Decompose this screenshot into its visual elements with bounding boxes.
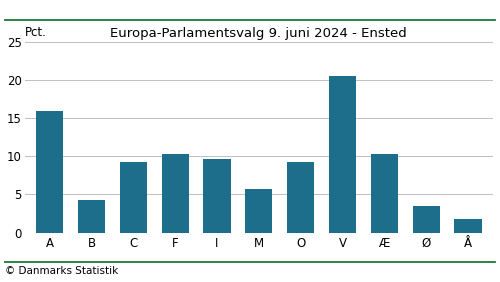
Bar — [162, 154, 189, 232]
Bar — [412, 206, 440, 232]
Bar — [204, 159, 231, 232]
Text: Pct.: Pct. — [24, 27, 46, 39]
Bar — [454, 219, 481, 232]
Bar — [36, 111, 64, 232]
Bar — [120, 162, 147, 232]
Bar — [287, 162, 314, 232]
Bar — [370, 154, 398, 232]
Text: © Danmarks Statistik: © Danmarks Statistik — [5, 266, 118, 276]
Bar — [329, 76, 356, 232]
Bar — [245, 189, 272, 232]
Bar — [78, 200, 105, 232]
Title: Europa-Parlamentsvalg 9. juni 2024 - Ensted: Europa-Parlamentsvalg 9. juni 2024 - Ens… — [110, 27, 407, 40]
